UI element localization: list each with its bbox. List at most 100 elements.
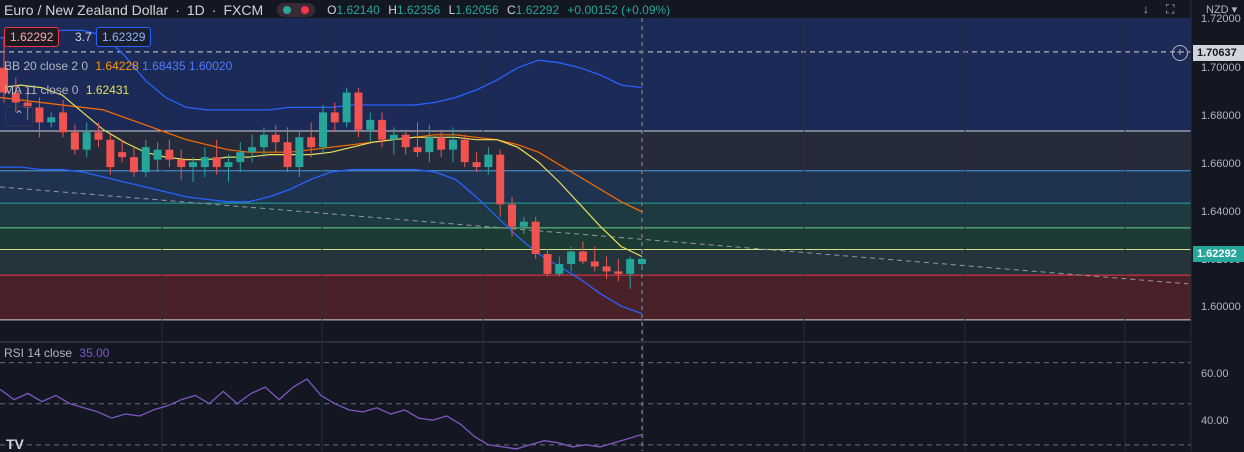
candle-body bbox=[437, 137, 446, 150]
candle-body bbox=[224, 162, 233, 168]
last-price-tag: 1.62292 bbox=[1193, 246, 1244, 262]
candle-body bbox=[448, 139, 457, 150]
candle-body bbox=[567, 251, 576, 264]
high-value: 1.62356 bbox=[396, 3, 441, 17]
price-tick: 1.64000 bbox=[1201, 206, 1241, 218]
price-tick: 1.66000 bbox=[1201, 158, 1241, 170]
candles-series bbox=[0, 37, 646, 289]
level-zone bbox=[0, 51, 1191, 132]
grid-lines bbox=[0, 18, 1244, 451]
ma-line bbox=[0, 84, 643, 258]
rsi-legend[interactable]: RSI 14 close 35.00 bbox=[4, 346, 110, 360]
candle-body bbox=[295, 137, 304, 168]
rsi-value: 35.00 bbox=[79, 346, 110, 360]
candle-body bbox=[401, 134, 410, 148]
open-value: 1.62140 bbox=[336, 3, 380, 17]
level-zones bbox=[0, 18, 1191, 321]
candle-body bbox=[578, 251, 587, 262]
bb-basis-value: 1.64228 bbox=[95, 59, 139, 73]
candle-body bbox=[118, 152, 127, 158]
add-alert-icon[interactable]: + bbox=[1172, 45, 1188, 61]
close-value: 1.62292 bbox=[515, 3, 560, 17]
collapse-legend-icon[interactable]: ⌃ bbox=[5, 106, 33, 126]
exchange: FXCM bbox=[223, 2, 264, 18]
rsi-tick: 60.00 bbox=[1201, 368, 1229, 380]
candle-body bbox=[82, 132, 91, 150]
candle-body bbox=[236, 152, 245, 163]
candle-body bbox=[141, 147, 150, 173]
level-zone bbox=[0, 227, 1191, 250]
candle-body bbox=[319, 112, 327, 148]
candle-body bbox=[200, 157, 209, 168]
candle-body bbox=[484, 154, 493, 168]
ohlc-values: O1.62140 H1.62356 L1.62056 C1.62292 +0.0… bbox=[327, 3, 671, 17]
candle-body bbox=[496, 154, 505, 205]
level-zone bbox=[0, 203, 1191, 228]
candle-body bbox=[519, 221, 528, 227]
candle-body bbox=[59, 112, 68, 133]
level-zone bbox=[0, 275, 1191, 320]
candle-body bbox=[555, 263, 564, 274]
rsi-pane bbox=[0, 362, 1191, 450]
rsi-tick: 40.00 bbox=[1201, 415, 1229, 427]
candle-body bbox=[35, 107, 44, 123]
sell-button[interactable]: 1.62292 bbox=[4, 27, 60, 47]
price-axis bbox=[1190, 0, 1244, 451]
candle-body bbox=[0, 67, 8, 93]
candle-body bbox=[614, 271, 623, 274]
candle-body bbox=[153, 149, 162, 160]
candle-body bbox=[354, 92, 363, 130]
level-zone bbox=[0, 18, 1191, 52]
candle-body bbox=[23, 102, 32, 108]
buy-button[interactable]: 1.62329 bbox=[96, 27, 152, 47]
candle-body bbox=[413, 147, 422, 153]
interval[interactable]: 1D bbox=[186, 2, 205, 18]
price-tick: 1.72000 bbox=[1201, 13, 1241, 25]
bb-basis-line bbox=[0, 96, 643, 213]
download-icon[interactable]: ↓ bbox=[1143, 2, 1149, 16]
candle-body bbox=[307, 137, 316, 148]
low-value: 1.62056 bbox=[455, 3, 499, 17]
bb-upper-value: 1.68435 bbox=[142, 59, 186, 73]
candle-body bbox=[165, 149, 174, 160]
candle-body bbox=[366, 119, 375, 130]
candle-body bbox=[330, 112, 339, 123]
candle-body bbox=[212, 157, 221, 168]
candle-body bbox=[602, 266, 611, 272]
price-tick: 1.70000 bbox=[1201, 62, 1241, 74]
rsi-line bbox=[0, 378, 643, 450]
candle-body bbox=[70, 132, 79, 150]
candle-body bbox=[177, 159, 186, 168]
candle-body bbox=[389, 134, 398, 140]
candle-body bbox=[271, 134, 280, 143]
candle-body bbox=[248, 147, 257, 153]
price-tick: 1.68000 bbox=[1201, 110, 1241, 122]
market-status-icon[interactable] bbox=[277, 3, 316, 17]
candle-body bbox=[259, 134, 268, 148]
candle-body bbox=[425, 137, 434, 153]
spread-value: 3.7 bbox=[75, 30, 92, 44]
currency-selector[interactable]: NZD ▾ bbox=[1206, 4, 1238, 16]
trend-line bbox=[0, 186, 1189, 285]
bb-legend[interactable]: BB 20 close 2 0 1.64228 1.68435 1.60020 bbox=[4, 59, 233, 73]
symbol-name[interactable]: Euro / New Zealand Dollar bbox=[4, 2, 169, 18]
candle-body bbox=[11, 92, 20, 103]
ma-legend[interactable]: MA 11 close 0 1.62431 bbox=[4, 83, 130, 97]
candle-body bbox=[590, 261, 599, 267]
candle-body bbox=[543, 254, 552, 274]
fullscreen-icon[interactable]: ⛶ bbox=[1166, 2, 1175, 16]
candle-body bbox=[94, 132, 103, 140]
candle-body bbox=[531, 221, 540, 255]
axis-background bbox=[1191, 0, 1244, 451]
price-tick: 1.60000 bbox=[1201, 301, 1241, 313]
candle-body bbox=[106, 139, 115, 168]
candle-body bbox=[508, 204, 517, 227]
change-value: +0.00152 (+0.09%) bbox=[567, 3, 671, 17]
candle-body bbox=[472, 162, 481, 168]
bb-lower-value: 1.60020 bbox=[188, 59, 233, 73]
candle-body bbox=[460, 139, 469, 163]
candle-body bbox=[342, 92, 351, 123]
candle-body bbox=[378, 119, 387, 140]
candle-body bbox=[626, 258, 635, 274]
